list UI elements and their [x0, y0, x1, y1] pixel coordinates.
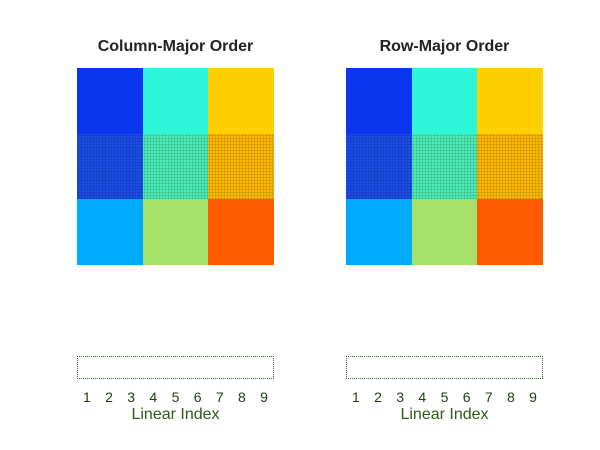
linear-index-bar	[346, 356, 543, 379]
matrix-grid	[77, 68, 274, 265]
tick-label: 9	[260, 389, 268, 405]
tick-label: 5	[440, 389, 449, 405]
matrix-cell-7	[77, 199, 143, 265]
linear-index-bar	[77, 356, 274, 379]
tick-label: 1	[83, 389, 91, 405]
tick-label: 4	[418, 389, 427, 405]
matrix-cell-4	[346, 133, 412, 200]
tick-label: 4	[149, 389, 158, 405]
tick-label: 5	[171, 389, 180, 405]
tick-label: 3	[127, 389, 136, 405]
matrix-cell-6	[477, 133, 543, 200]
x-axis-label: Linear Index	[131, 406, 220, 423]
matrix-cell-5	[411, 133, 478, 200]
tick-label: 9	[529, 389, 537, 405]
matrix-cell-9	[477, 199, 543, 265]
matrix-cell-2	[411, 68, 478, 134]
tick-label: 7	[215, 389, 224, 405]
tick-label: 3	[396, 389, 405, 405]
tick-label: 6	[462, 389, 471, 405]
panel-title: Row-Major Order	[379, 38, 510, 55]
matrix-cell-9	[208, 199, 274, 265]
x-axis-label: Linear Index	[400, 406, 489, 423]
matrix-grid	[346, 68, 543, 265]
matrix-cell-1	[346, 68, 412, 134]
matrix-cell-3	[477, 68, 543, 134]
matrix-cell-4	[77, 133, 143, 200]
tick-label: 7	[484, 389, 493, 405]
matrix-cell-2	[142, 68, 209, 134]
matrix-cell-8	[411, 199, 478, 265]
tick-label: 6	[193, 389, 202, 405]
tick-label: 2	[105, 389, 113, 405]
tick-label: 1	[352, 389, 360, 405]
panel-title: Column-Major Order	[97, 38, 254, 55]
matrix-cell-5	[142, 133, 209, 200]
matrix-cell-1	[77, 68, 143, 134]
tick-label: 8	[237, 389, 246, 405]
tick-label: 2	[374, 389, 382, 405]
tick-label: 8	[506, 389, 515, 405]
matrix-cell-3	[208, 68, 274, 134]
matrix-cell-7	[346, 199, 412, 265]
matrix-cell-8	[142, 199, 209, 265]
matrix-cell-6	[208, 133, 274, 200]
